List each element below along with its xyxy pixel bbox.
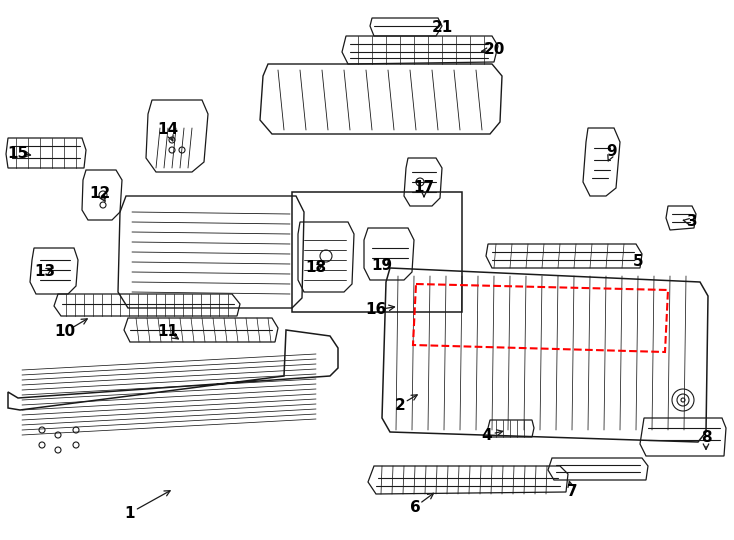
Text: 19: 19 xyxy=(371,259,393,273)
Text: 2: 2 xyxy=(395,397,405,413)
Text: 5: 5 xyxy=(633,254,643,269)
Text: 17: 17 xyxy=(413,180,435,195)
Text: 4: 4 xyxy=(482,428,493,442)
Text: 10: 10 xyxy=(54,325,76,340)
Text: 15: 15 xyxy=(7,145,29,160)
Text: 12: 12 xyxy=(90,186,111,200)
Text: 3: 3 xyxy=(687,214,697,230)
Text: 16: 16 xyxy=(366,302,387,318)
Text: 8: 8 xyxy=(701,430,711,445)
Text: 20: 20 xyxy=(483,43,505,57)
Text: 1: 1 xyxy=(125,505,135,521)
Text: 9: 9 xyxy=(607,145,617,159)
Text: 7: 7 xyxy=(567,484,578,500)
Text: 21: 21 xyxy=(432,21,453,36)
Text: 13: 13 xyxy=(34,265,56,280)
Text: 6: 6 xyxy=(410,500,421,515)
Text: 14: 14 xyxy=(157,123,178,138)
Text: 18: 18 xyxy=(305,260,327,275)
Text: 11: 11 xyxy=(158,325,178,340)
